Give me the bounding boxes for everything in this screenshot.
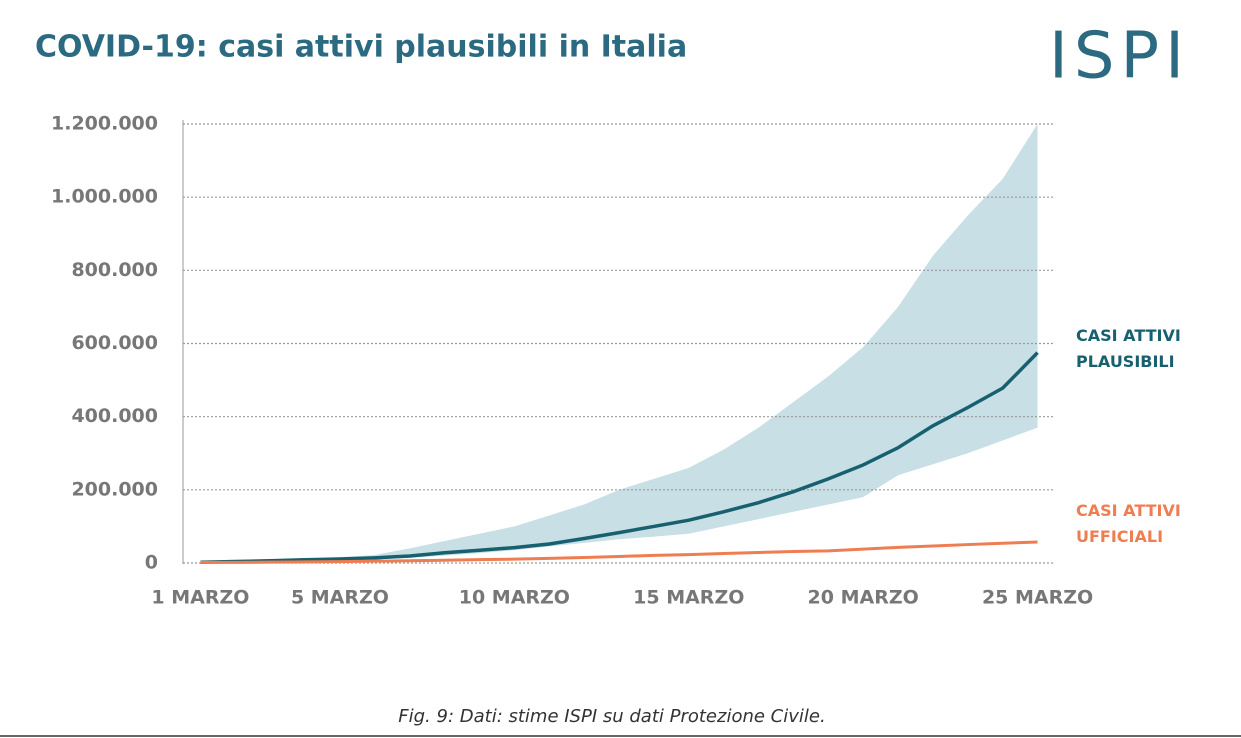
x-tick-label: 25 MARZO	[982, 587, 1093, 609]
logo: ISPI	[1049, 20, 1190, 94]
chart-title: COVID-19: casi attivi plausibili in Ital…	[35, 30, 687, 65]
y-tick-label: 800.000	[71, 259, 158, 281]
y-tick-label: 1.200.000	[51, 113, 158, 135]
series-line	[200, 351, 1039, 565]
y-tick-label: 400.000	[71, 405, 158, 427]
y-tick-label: 200.000	[71, 478, 158, 500]
x-tick-label: 20 MARZO	[808, 587, 919, 609]
series-label: CASI ATTIVI PLAUSIBILI	[1076, 326, 1181, 371]
x-tick-label: 15 MARZO	[633, 587, 744, 609]
y-tick-label: 0	[145, 552, 158, 574]
series-line	[200, 540, 1038, 564]
y-tick-label: 1.000.000	[51, 186, 158, 208]
x-tick-label: 10 MARZO	[459, 587, 570, 609]
caption: Fig. 9: Dati: stime ISPI su dati Protezi…	[398, 706, 825, 727]
series-label: CASI ATTIVI UFFICIALI	[1076, 501, 1181, 546]
x-tick-label: 5 MARZO	[291, 587, 389, 609]
range-band	[200, 124, 1038, 563]
y-tick-label: 600.000	[71, 332, 158, 354]
x-tick-label: 1 MARZO	[151, 587, 249, 609]
